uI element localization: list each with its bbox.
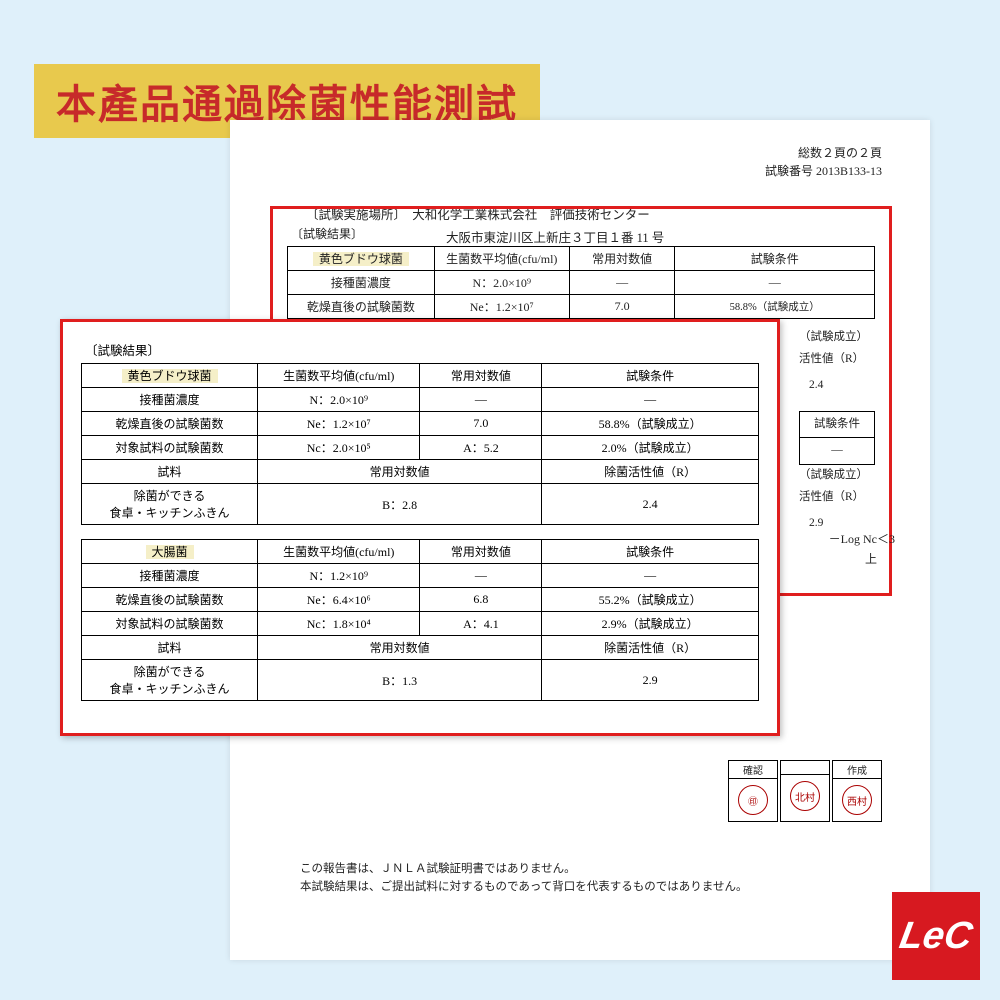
brand-logo: LeC [892,892,980,980]
table-staph: 黄色ブドウ球菌 生菌数平均値(cfu/ml) 常用対数値 試験条件 接種菌濃度N… [81,363,759,525]
test-number: 試験番号 2013B133-13 [765,162,882,180]
header-meta: 総数２頁の２頁 試験番号 2013B133-13 [765,144,882,180]
results-label-back: 〔試験結果〕 [291,225,875,242]
table-ecoli: 大腸菌 生菌数平均値(cfu/ml) 常用対数値 試験条件 接種菌濃度N：1.2… [81,539,759,701]
results-label-front: 〔試験結果〕 [85,340,759,359]
back-table1: 黄色ブドウ球菌 生菌数平均値(cfu/ml) 常用対数値 試験条件 接種菌濃度N… [287,246,875,319]
disclaimer: この報告書は、ＪＮＬＡ試験証明書ではありません。 本試験結果は、ご提出試料に対す… [300,860,747,897]
lognc-note: －Log Nc＜3 [829,530,895,547]
page-count: 総数２頁の２頁 [765,144,882,162]
front-highlight-box: 〔試験結果〕 黄色ブドウ球菌 生菌数平均値(cfu/ml) 常用対数値 試験条件… [60,319,780,736]
approval-stamps: 確認 ㊞ 北村 作成 西村 [728,760,882,822]
bacteria-name-1: 黄色ブドウ球菌 [122,369,218,383]
bacteria-name-2: 大腸菌 [146,545,194,559]
logo-text: LeC [896,915,975,958]
